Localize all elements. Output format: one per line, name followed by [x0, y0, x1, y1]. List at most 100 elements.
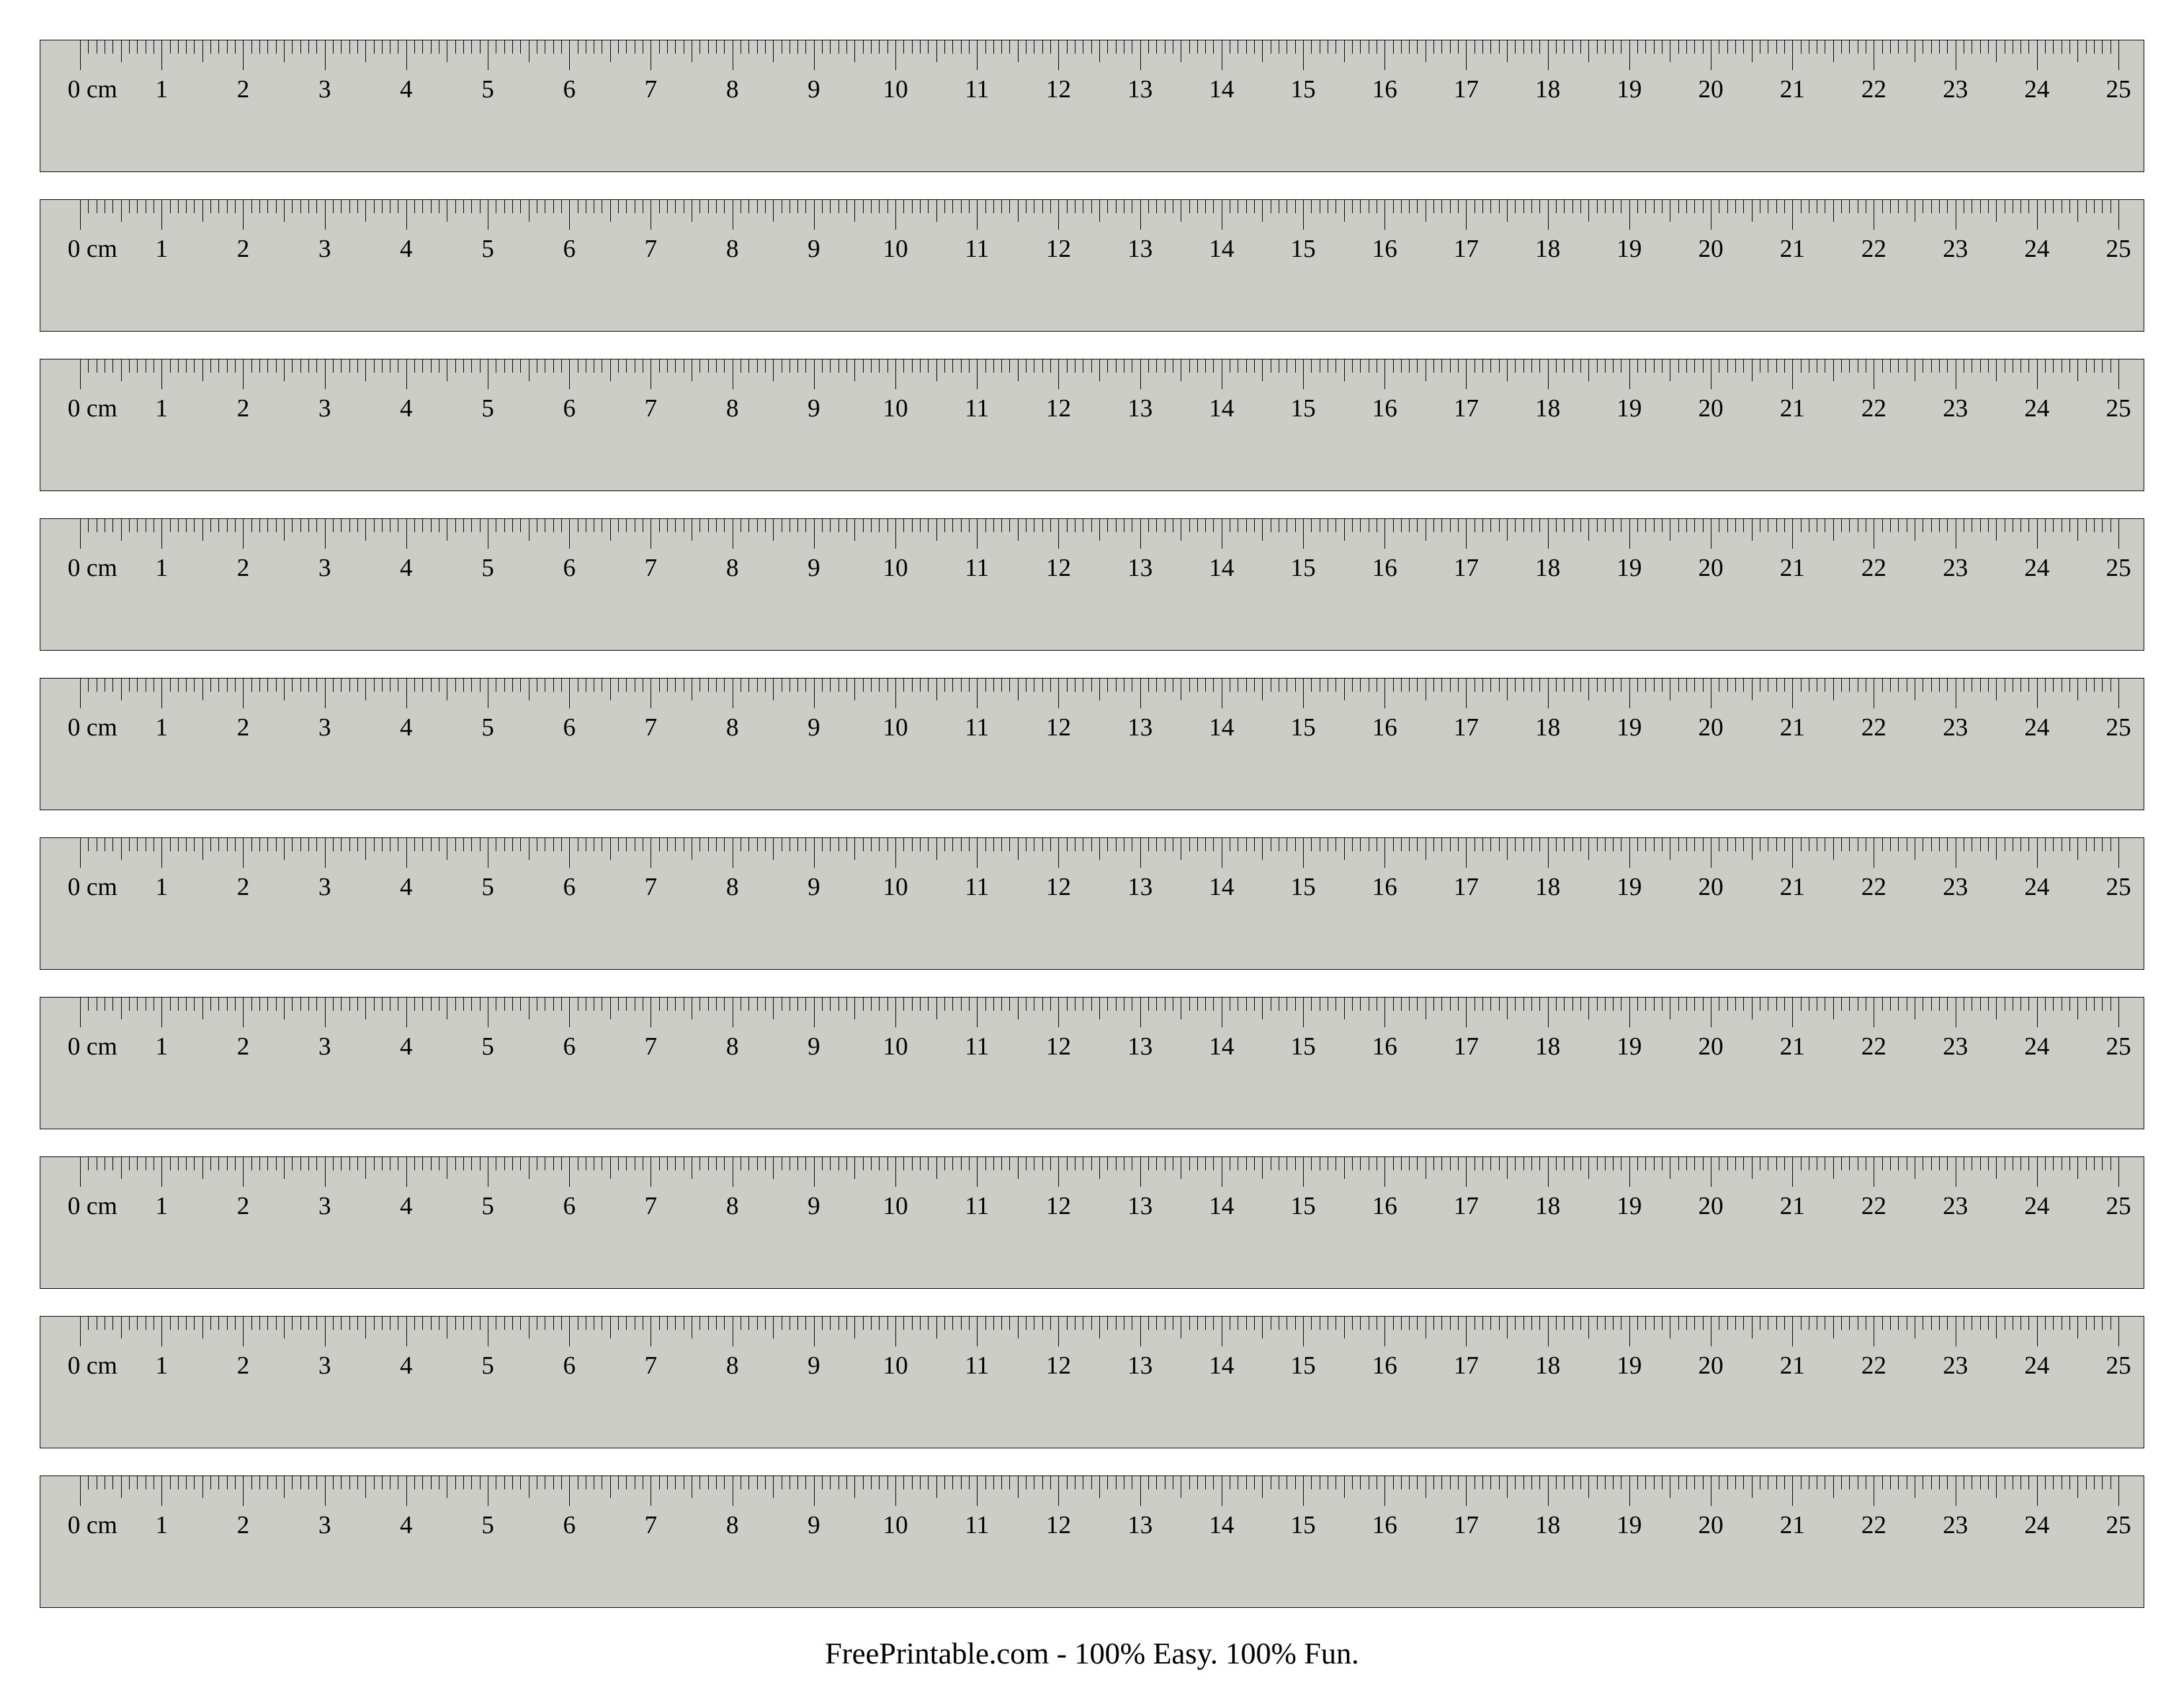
tick	[993, 679, 994, 692]
tick	[716, 200, 717, 213]
tick	[1898, 1476, 1899, 1489]
tick	[814, 200, 815, 230]
tick	[1205, 359, 1206, 373]
tick	[1776, 838, 1777, 851]
tick	[512, 1476, 513, 1489]
tick	[178, 40, 179, 54]
tick	[1450, 40, 1451, 54]
tick	[1776, 1317, 1777, 1330]
tick	[1140, 679, 1141, 708]
tick	[1686, 679, 1687, 692]
tick	[659, 838, 660, 851]
tick	[1637, 359, 1638, 373]
tick	[618, 359, 619, 373]
tick	[251, 1157, 252, 1170]
ruler-number-label: 22	[1861, 1032, 1886, 1061]
tick	[1409, 519, 1410, 532]
tick	[1703, 1476, 1704, 1489]
ruler-number-label: 15	[1291, 1351, 1316, 1380]
tick	[2037, 40, 2038, 70]
tick	[1197, 519, 1198, 532]
ruler-number-label: 4	[400, 872, 412, 902]
tick	[675, 679, 676, 692]
tick	[1099, 838, 1100, 860]
ruler-number-label: 1	[156, 1032, 168, 1061]
tick	[455, 519, 456, 532]
tick	[243, 1157, 244, 1187]
tick	[1433, 998, 1434, 1011]
tick	[1597, 359, 1598, 373]
ruler-number-label: 16	[1372, 553, 1397, 583]
tick	[553, 200, 554, 213]
tick	[1890, 1317, 1891, 1330]
tick	[1107, 359, 1108, 373]
ruler-number-label: 11	[965, 234, 989, 263]
tick	[879, 679, 880, 692]
tick	[1393, 1157, 1394, 1170]
tick	[1988, 200, 1989, 213]
tick	[455, 998, 456, 1011]
tick	[1262, 679, 1263, 700]
ruler-number-label: 17	[1453, 75, 1479, 104]
tick	[903, 679, 904, 692]
tick	[846, 838, 847, 851]
tick	[610, 998, 611, 1019]
tick	[1311, 679, 1312, 692]
tick	[382, 1157, 383, 1170]
tick	[325, 1476, 326, 1506]
tick	[1042, 838, 1043, 851]
tick	[1213, 359, 1214, 373]
tick	[773, 519, 774, 541]
tick	[308, 679, 309, 692]
tick	[504, 1157, 505, 1170]
ruler-number-label: 16	[1372, 713, 1397, 742]
ruler-number-label: 8	[726, 1192, 739, 1221]
tick	[1988, 519, 1989, 532]
tick	[1058, 1317, 1059, 1346]
tick	[80, 40, 81, 70]
tick	[797, 838, 798, 851]
tick	[814, 1317, 815, 1346]
tick	[961, 838, 962, 851]
tick	[797, 519, 798, 532]
ruler-number-label: 25	[2106, 1192, 2131, 1221]
ruler: 0 cm123456789101112131415161718192021222…	[40, 1476, 2144, 1608]
tick	[2086, 838, 2087, 851]
tick	[374, 1317, 375, 1330]
tick	[1067, 1157, 1068, 1170]
tick	[969, 1157, 970, 1170]
tick	[1189, 1157, 1190, 1170]
tick	[1360, 359, 1361, 373]
tick	[985, 519, 986, 532]
tick	[178, 1476, 179, 1489]
tick	[1637, 1317, 1638, 1330]
ruler-number-label: 19	[1617, 234, 1642, 263]
tick	[553, 1476, 554, 1489]
tick	[1344, 359, 1345, 381]
tick	[1156, 359, 1157, 373]
tick	[1295, 838, 1296, 851]
tick	[365, 998, 366, 1019]
tick	[1564, 519, 1565, 532]
ruler-zero-label: 0 cm	[68, 394, 117, 423]
tick	[284, 679, 285, 700]
tick	[618, 679, 619, 692]
tick	[805, 998, 806, 1011]
tick	[235, 519, 236, 532]
tick	[170, 40, 171, 54]
tick	[1482, 838, 1483, 851]
tick	[1148, 679, 1149, 692]
ruler-number-label: 7	[645, 872, 657, 902]
ruler-number-label: 13	[1128, 553, 1153, 583]
tick	[431, 998, 432, 1011]
tick	[1450, 1157, 1451, 1170]
tick	[1466, 998, 1467, 1027]
tick	[121, 838, 122, 860]
tick	[887, 1157, 888, 1170]
tick	[969, 838, 970, 851]
tick	[1197, 1317, 1198, 1330]
tick	[1564, 838, 1565, 851]
tick	[2094, 1476, 2095, 1489]
ruler-number-label: 5	[482, 713, 494, 742]
tick	[431, 359, 432, 373]
